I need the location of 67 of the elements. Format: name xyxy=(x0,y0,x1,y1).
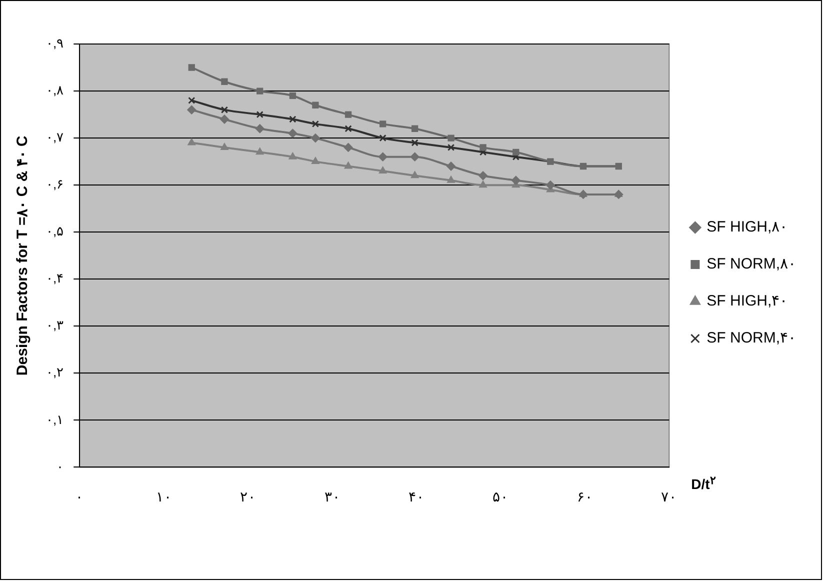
point xyxy=(344,142,353,152)
legend-label: SF HIGH,۸۰ xyxy=(706,218,788,236)
point xyxy=(344,125,352,132)
point xyxy=(411,125,418,132)
point xyxy=(289,92,296,100)
y-tick-label: ۰,۳ xyxy=(46,318,64,333)
y-tick-label: ۰,۱ xyxy=(46,412,64,427)
legend-label: SF NORM,۴۰ xyxy=(706,330,796,347)
y-tick-label: ۰,۴ xyxy=(46,270,64,286)
point xyxy=(288,128,298,138)
point xyxy=(378,152,388,162)
point xyxy=(379,134,386,142)
y-tick-label: ۰,۶ xyxy=(46,176,64,192)
point xyxy=(479,148,487,156)
x-tick-label: ۶۰ xyxy=(576,488,593,504)
point xyxy=(446,162,456,171)
point xyxy=(311,157,320,164)
y-tick-label: ۰,۷ xyxy=(46,130,64,145)
point xyxy=(344,162,352,169)
x-tick-label: ۵۰ xyxy=(492,488,509,504)
point xyxy=(188,138,196,146)
point xyxy=(310,134,320,143)
point xyxy=(255,124,264,134)
point xyxy=(511,176,520,185)
point xyxy=(312,120,320,128)
point xyxy=(447,176,455,183)
y-tick-label: ۰,۵ xyxy=(46,224,64,239)
point xyxy=(480,144,486,151)
point xyxy=(289,116,296,123)
x-tick-label: ۳۰ xyxy=(324,488,340,504)
point xyxy=(478,171,488,180)
point xyxy=(546,180,555,190)
point xyxy=(378,166,387,174)
x-tick-label: ۴۰ xyxy=(408,488,424,504)
point xyxy=(188,64,195,71)
y-tick-label: ۰ xyxy=(56,458,64,474)
point xyxy=(256,110,264,118)
point xyxy=(256,148,264,155)
y-tick-label: ۰,۹ xyxy=(46,36,64,51)
point xyxy=(512,153,520,160)
y-tick-label: ۰,۲ xyxy=(46,364,64,380)
point xyxy=(447,144,455,152)
x-tick-label: ۱۰ xyxy=(156,488,172,504)
point xyxy=(220,106,228,114)
legend-label: SF NORM,۸۰ xyxy=(706,256,796,273)
point xyxy=(410,152,420,162)
point xyxy=(187,105,196,114)
point xyxy=(512,148,520,156)
point xyxy=(220,142,228,150)
point xyxy=(288,152,297,160)
y-tick-label: ۰,۸ xyxy=(46,82,64,98)
x-tick-label: ۷۰ xyxy=(661,488,678,504)
point xyxy=(379,120,386,128)
x-tick-label: ۲۰ xyxy=(240,488,256,504)
y-axis-title: Design Factors for T =۸۰ C & ۴۰ C xyxy=(14,135,32,376)
point xyxy=(220,114,229,124)
x-tick-label: ۰ xyxy=(76,488,84,504)
point xyxy=(344,111,352,118)
point xyxy=(448,134,454,142)
point xyxy=(221,78,228,85)
point xyxy=(188,96,196,104)
legend-label: SF HIGH,۴۰ xyxy=(706,292,788,310)
point xyxy=(479,180,487,188)
point xyxy=(410,171,419,178)
point xyxy=(411,139,418,146)
point xyxy=(312,102,319,108)
point xyxy=(256,88,264,94)
